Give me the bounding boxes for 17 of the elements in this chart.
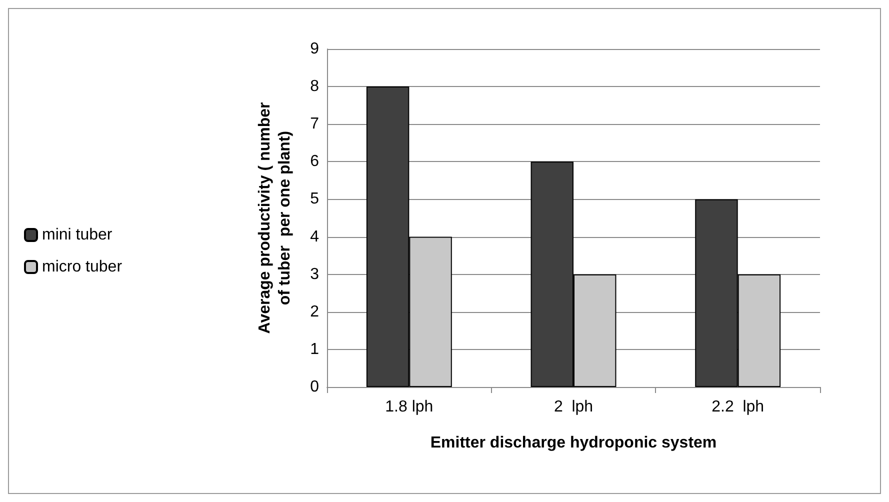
x-axis-title: Emitter discharge hydroponic system: [430, 434, 717, 452]
y-tick-label: 2: [310, 303, 320, 320]
y-tick-label: 1: [310, 340, 320, 358]
y-tick-label: 3: [310, 266, 320, 283]
y-tick-label: 4: [310, 228, 320, 246]
x-tick-label: 2.2 lph: [712, 398, 764, 416]
y-tick-label: 8: [310, 78, 320, 96]
y-tick-label: 9: [310, 40, 320, 58]
y-tick-label: 5: [310, 190, 320, 208]
y-tick-label: 0: [310, 378, 320, 396]
x-tick-label: 1.8 lph: [385, 398, 434, 416]
legend-label: mini tuber: [42, 226, 113, 244]
y-tick-label: 6: [310, 153, 320, 170]
y-tick-label: 7: [310, 116, 320, 133]
legend-label: micro tuber: [42, 258, 123, 276]
x-tick-label: 2 lph: [554, 398, 594, 416]
y-axis-title: Average productivity ( number of tuber per one plant): [256, 102, 294, 334]
